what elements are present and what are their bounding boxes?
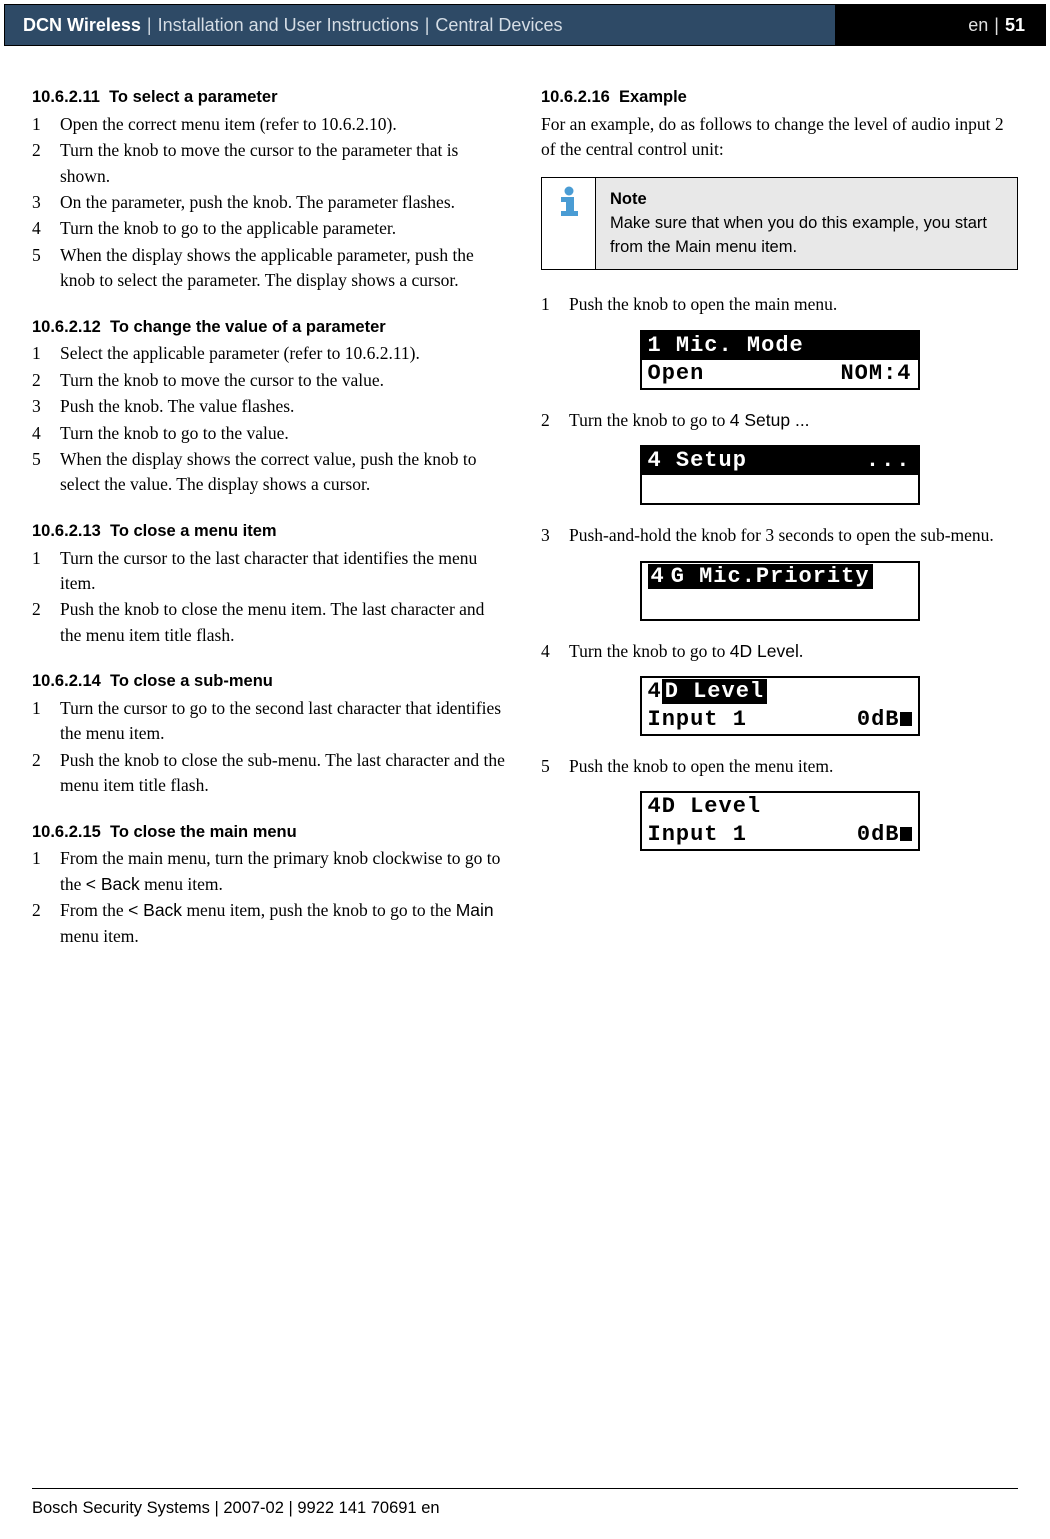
heading-10-6-2-16: 10.6.2.16 Example <box>541 86 1018 110</box>
lcd-row: Input 10dB <box>642 821 918 849</box>
heading-10-6-2-12: 10.6.2.12 To change the value of a param… <box>32 316 509 340</box>
header: DCN Wireless | Installation and User Ins… <box>5 5 1045 45</box>
header-left: DCN Wireless | Installation and User Ins… <box>5 5 835 45</box>
lcd-display-1: 1 Mic. Mode OpenNOM:4 <box>640 330 920 390</box>
list-item: Push the knob to close the sub-menu. The… <box>32 748 509 799</box>
lcd-display-5: 4D Level Input 10dB <box>640 791 920 851</box>
content: 10.6.2.11 To select a parameter Open the… <box>0 46 1050 970</box>
list-10-6-2-15: From the main menu, turn the primary kno… <box>32 846 509 949</box>
header-product: DCN Wireless <box>23 12 141 38</box>
list-item: Push the knob. The value flashes. <box>32 394 509 419</box>
example-intro: For an example, do as follows to change … <box>541 112 1018 163</box>
lcd-row: OpenNOM:4 <box>642 360 918 388</box>
footer: Bosch Security Systems | 2007-02 | 9922 … <box>32 1488 1018 1521</box>
list-item: Turn the knob to move the cursor to the … <box>32 138 509 189</box>
example-list-3: Push-and-hold the knob for 3 seconds to … <box>541 523 1018 548</box>
list-item: Turn the cursor to go to the second last… <box>32 696 509 747</box>
example-list-1: Push the knob to open the main menu. <box>541 292 1018 317</box>
list-item: Open the correct menu item (refer to 10.… <box>32 112 509 137</box>
note-box: Note Make sure that when you do this exa… <box>541 177 1018 271</box>
header-right: en | 51 <box>835 5 1045 45</box>
lcd-row <box>642 591 918 619</box>
header-section1: Installation and User Instructions <box>158 12 419 38</box>
list-item: Select the applicable parameter (refer t… <box>32 341 509 366</box>
info-icon <box>542 178 596 270</box>
header-page: 51 <box>1005 12 1025 38</box>
list-item: Push the knob to close the menu item. Th… <box>32 597 509 648</box>
lcd-row: 4 Setup... <box>642 447 918 475</box>
lcd-row: Input 10dB <box>642 706 918 734</box>
lcd-display-3: 4G Mic.Priority <box>640 561 920 621</box>
list-item: Push-and-hold the knob for 3 seconds to … <box>541 523 1018 548</box>
list-10-6-2-13: Turn the cursor to the last character th… <box>32 546 509 649</box>
heading-10-6-2-11: 10.6.2.11 To select a parameter <box>32 86 509 110</box>
note-body: Make sure that when you do this example,… <box>610 212 1003 260</box>
list-item: Turn the cursor to the last character th… <box>32 546 509 597</box>
lcd-row: 1 Mic. Mode <box>642 332 918 360</box>
list-10-6-2-14: Turn the cursor to go to the second last… <box>32 696 509 799</box>
left-column: 10.6.2.11 To select a parameter Open the… <box>32 86 509 950</box>
note-text: Note Make sure that when you do this exa… <box>596 178 1017 270</box>
list-item: Turn the knob to go to 4 Setup ... <box>541 408 1018 433</box>
cursor-icon <box>900 827 912 841</box>
lcd-row: 4D Level <box>642 678 918 706</box>
list-item: Turn the knob to go to the value. <box>32 421 509 446</box>
list-10-6-2-12: Select the applicable parameter (refer t… <box>32 341 509 497</box>
list-item: From the < Back menu item, push the knob… <box>32 898 509 949</box>
header-pipe: | <box>994 12 999 38</box>
list-item: From the main menu, turn the primary kno… <box>32 846 509 897</box>
lcd-row: 4D Level <box>642 793 918 821</box>
page: DCN Wireless | Installation and User Ins… <box>0 4 1050 1539</box>
list-10-6-2-11: Open the correct menu item (refer to 10.… <box>32 112 509 294</box>
lcd-display-4: 4D Level Input 10dB <box>640 676 920 736</box>
list-item: Push the knob to open the menu item. <box>541 754 1018 779</box>
heading-10-6-2-13: 10.6.2.13 To close a menu item <box>32 520 509 544</box>
header-pipe: | <box>147 12 152 38</box>
list-item: Turn the knob to go to 4D Level. <box>541 639 1018 664</box>
header-lang: en <box>968 12 988 38</box>
header-bar: DCN Wireless | Installation and User Ins… <box>4 4 1046 46</box>
list-item: Turn the knob to move the cursor to the … <box>32 368 509 393</box>
lcd-row <box>642 475 918 503</box>
list-item: Turn the knob to go to the applicable pa… <box>32 216 509 241</box>
heading-10-6-2-14: 10.6.2.14 To close a sub-menu <box>32 670 509 694</box>
list-item: Push the knob to open the main menu. <box>541 292 1018 317</box>
list-item: On the parameter, push the knob. The par… <box>32 190 509 215</box>
example-list-5: Push the knob to open the menu item. <box>541 754 1018 779</box>
header-section2: Central Devices <box>435 12 562 38</box>
example-list-4: Turn the knob to go to 4D Level. <box>541 639 1018 664</box>
right-column: 10.6.2.16 Example For an example, do as … <box>541 86 1018 950</box>
note-label: Note <box>610 188 1003 212</box>
lcd-row: 4G Mic.Priority <box>642 563 918 591</box>
heading-10-6-2-15: 10.6.2.15 To close the main menu <box>32 821 509 845</box>
example-list-2: Turn the knob to go to 4 Setup ... <box>541 408 1018 433</box>
lcd-display-2: 4 Setup... <box>640 445 920 505</box>
list-item: When the display shows the correct value… <box>32 447 509 498</box>
header-pipe: | <box>425 12 430 38</box>
cursor-icon <box>900 712 912 726</box>
list-item: When the display shows the applicable pa… <box>32 243 509 294</box>
